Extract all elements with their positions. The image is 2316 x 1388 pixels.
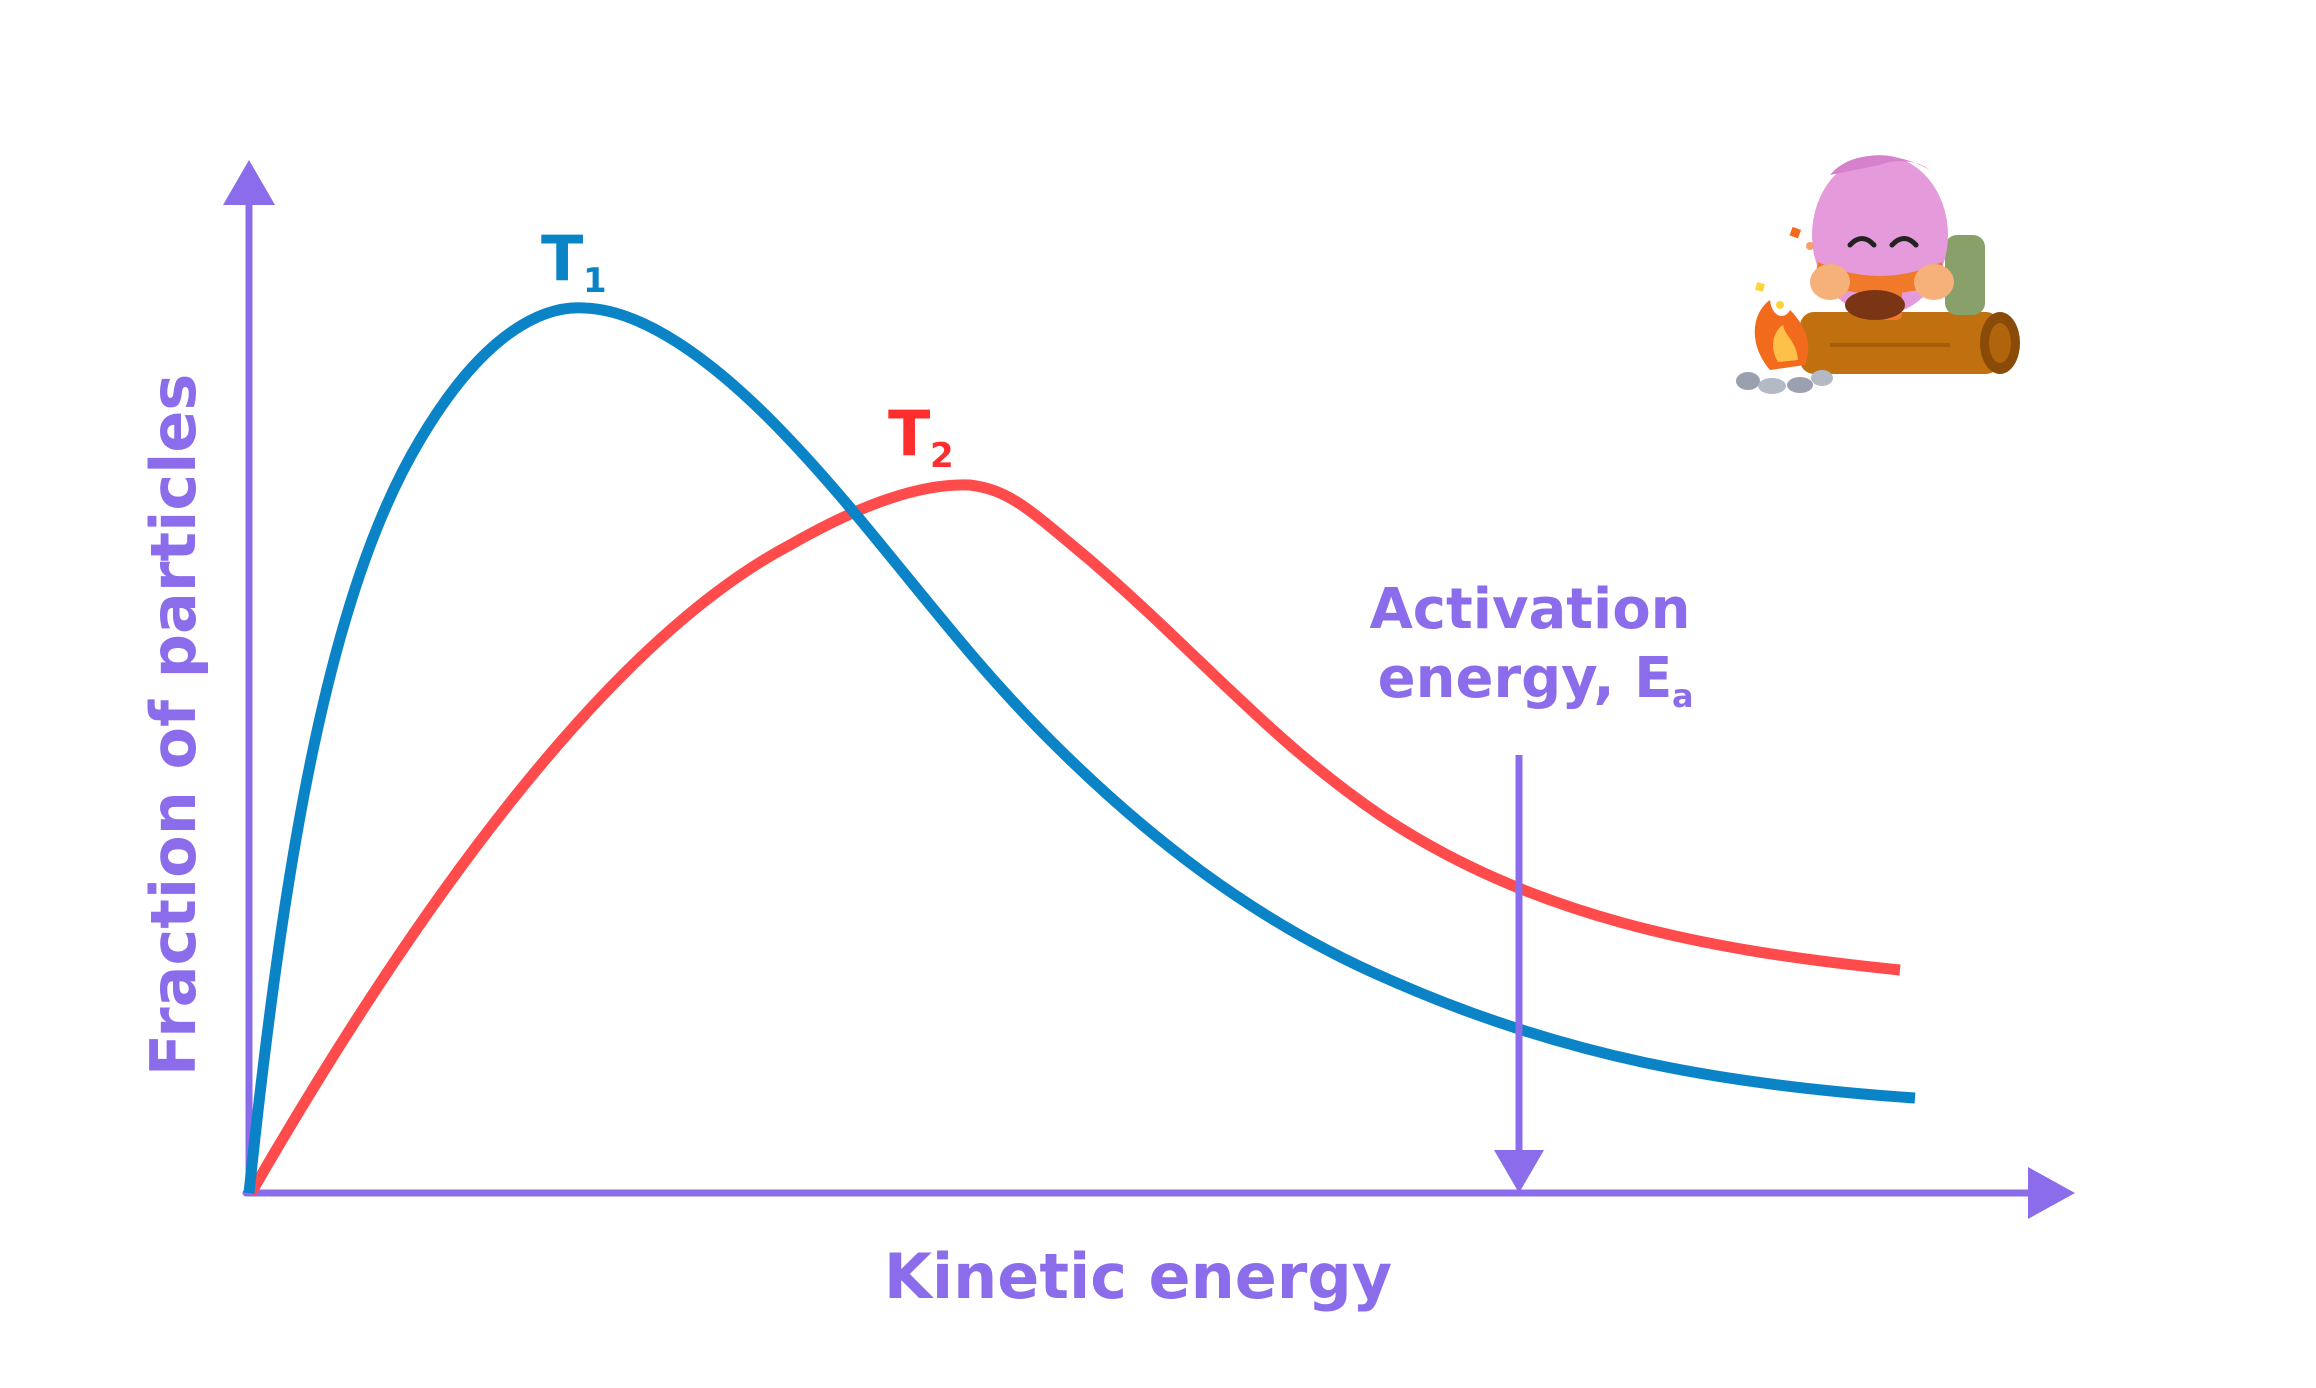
activation-label-line1: Activation (1369, 577, 1690, 642)
activation-energy-marker (1494, 755, 1544, 1193)
curve-label-t2-main: T (888, 397, 930, 470)
activation-label-subscript: a (1672, 677, 1694, 715)
curve-t2 (246, 479, 1901, 1196)
campfire-mascot-icon (1736, 155, 2020, 394)
activation-label-line2-text: energy, E (1378, 646, 1673, 711)
x-axis-label: Kinetic energy (884, 1240, 1392, 1313)
x-axis-arrowhead (2028, 1167, 2075, 1219)
curve-label-t1-sub: 1 (583, 261, 607, 301)
activation-arrowhead (1494, 1150, 1544, 1193)
curve-label-t2: T 2 (888, 397, 954, 476)
y-axis-arrowhead (223, 160, 275, 205)
curve-label-t1: T 1 (541, 222, 607, 301)
curve-t1 (243, 302, 1916, 1194)
curve-label-t1-main: T (541, 222, 583, 295)
curve-label-t2-sub: 2 (930, 436, 954, 476)
axes (223, 160, 2075, 1219)
activation-label-line2: energy, E a (1378, 646, 1694, 715)
y-axis-label: Fraction of particles (137, 374, 210, 1077)
